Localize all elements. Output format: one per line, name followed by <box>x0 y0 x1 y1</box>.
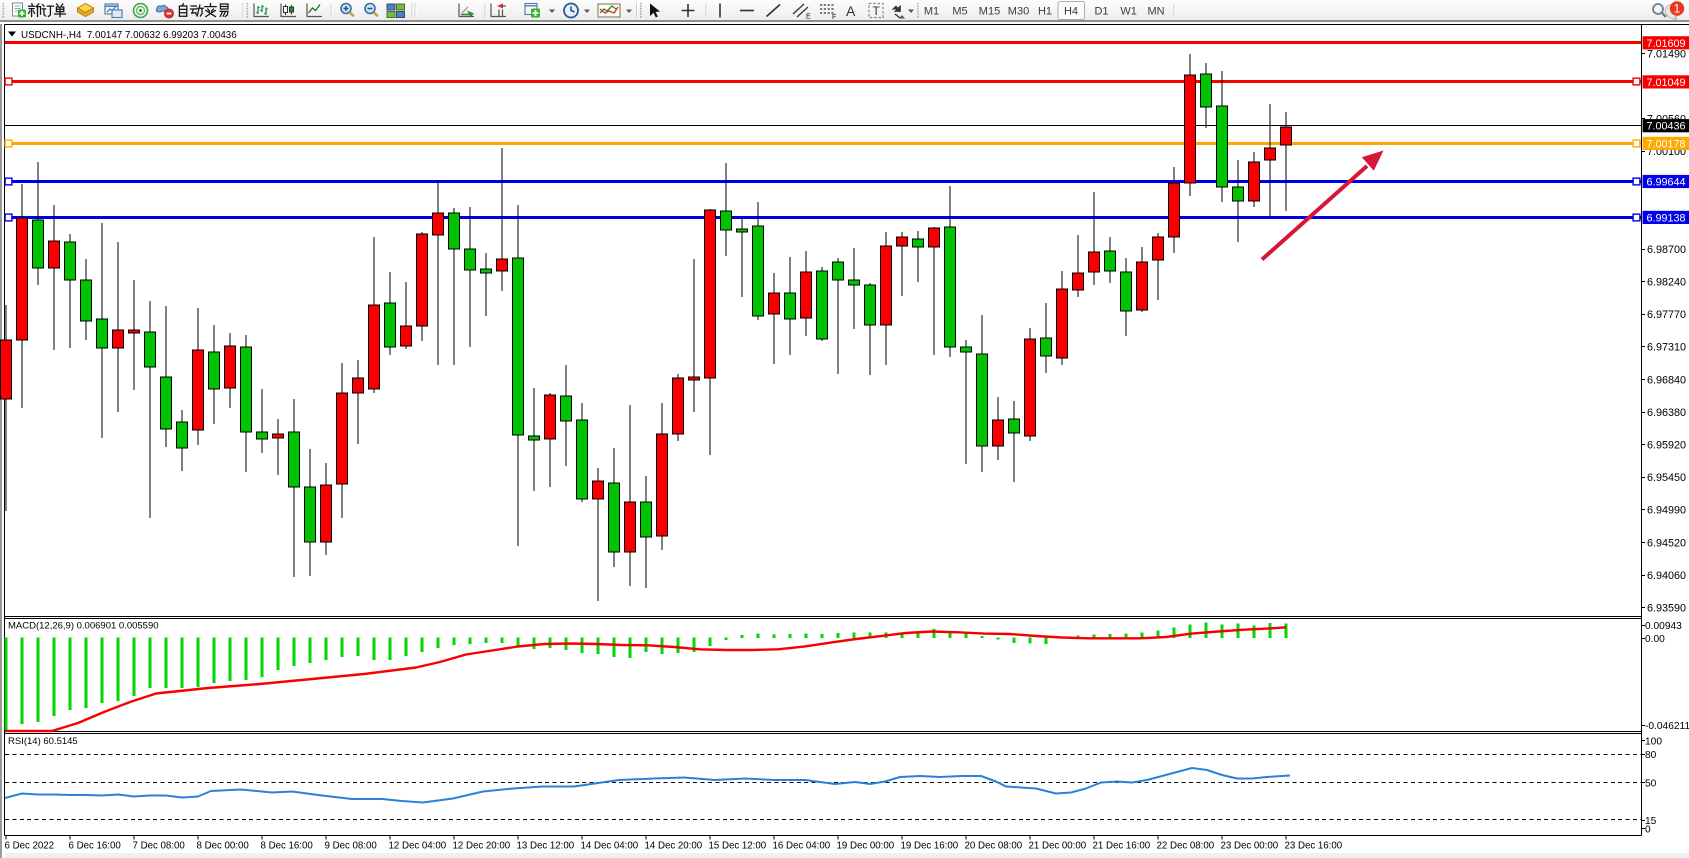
svg-text:0.00943: 0.00943 <box>1645 621 1682 632</box>
svg-text:6.94060: 6.94060 <box>1647 570 1686 582</box>
svg-text:W1: W1 <box>1120 6 1137 18</box>
svg-text:7.01049: 7.01049 <box>1647 77 1686 89</box>
svg-text:6.96840: 6.96840 <box>1647 374 1686 386</box>
svg-text:6.96380: 6.96380 <box>1647 407 1686 419</box>
svg-text:H4: H4 <box>1064 6 1078 18</box>
svg-text:E: E <box>806 14 811 21</box>
svg-text:7.01609: 7.01609 <box>1647 38 1686 50</box>
svg-text:7 Dec 08:00: 7 Dec 08:00 <box>133 841 186 852</box>
svg-text:USDCNH-,H4 7.00147 7.00632 6.: USDCNH-,H4 7.00147 7.00632 6.99203 7.004… <box>21 30 237 41</box>
svg-text:9 Dec 08:00: 9 Dec 08:00 <box>325 841 378 852</box>
svg-text:22 Dec 08:00: 22 Dec 08:00 <box>1157 841 1215 852</box>
svg-text:50: 50 <box>1645 778 1657 789</box>
svg-text:8 Dec 16:00: 8 Dec 16:00 <box>261 841 314 852</box>
svg-text:A: A <box>846 3 856 19</box>
svg-text:80: 80 <box>1645 750 1657 761</box>
svg-text:7.00178: 7.00178 <box>1647 138 1686 150</box>
svg-text:6 Dec 16:00: 6 Dec 16:00 <box>69 841 122 852</box>
svg-text:M5: M5 <box>952 6 967 18</box>
svg-text:0.00: 0.00 <box>1645 634 1665 645</box>
svg-text:19 Dec 00:00: 19 Dec 00:00 <box>837 841 895 852</box>
svg-text:8 Dec 00:00: 8 Dec 00:00 <box>197 841 250 852</box>
svg-text:14 Dec 20:00: 14 Dec 20:00 <box>645 841 703 852</box>
svg-text:MACD(12,26,9) 0.006901 0.00559: MACD(12,26,9) 0.006901 0.005590 <box>8 621 159 632</box>
svg-text:21 Dec 00:00: 21 Dec 00:00 <box>1029 841 1087 852</box>
svg-text:6 Dec 2022: 6 Dec 2022 <box>5 841 55 852</box>
svg-text:6.94990: 6.94990 <box>1647 505 1686 517</box>
svg-text:RSI(14) 60.5145: RSI(14) 60.5145 <box>8 736 78 747</box>
svg-text:14 Dec 04:00: 14 Dec 04:00 <box>581 841 639 852</box>
svg-text:23 Dec 16:00: 23 Dec 16:00 <box>1285 841 1343 852</box>
svg-text:0: 0 <box>1645 824 1651 835</box>
svg-text:21 Dec 16:00: 21 Dec 16:00 <box>1093 841 1151 852</box>
svg-text:7.01490: 7.01490 <box>1647 48 1686 60</box>
svg-text:-0.046211: -0.046211 <box>1645 721 1689 732</box>
svg-text:13 Dec 12:00: 13 Dec 12:00 <box>517 841 575 852</box>
svg-text:6.98700: 6.98700 <box>1647 244 1686 256</box>
svg-text:6.99138: 6.99138 <box>1647 212 1686 224</box>
svg-text:M15: M15 <box>979 6 1000 18</box>
svg-text:23 Dec 00:00: 23 Dec 00:00 <box>1221 841 1279 852</box>
svg-text:100: 100 <box>1645 736 1662 747</box>
svg-text:1: 1 <box>1674 4 1680 16</box>
svg-text:6.97310: 6.97310 <box>1647 342 1686 354</box>
svg-text:19 Dec 16:00: 19 Dec 16:00 <box>901 841 959 852</box>
svg-text:6.93590: 6.93590 <box>1647 603 1686 615</box>
svg-text:12 Dec 20:00: 12 Dec 20:00 <box>453 841 511 852</box>
svg-text:20 Dec 08:00: 20 Dec 08:00 <box>965 841 1023 852</box>
svg-text:6.95920: 6.95920 <box>1647 440 1686 452</box>
svg-text:M30: M30 <box>1008 6 1029 18</box>
svg-text:MN: MN <box>1147 6 1164 18</box>
svg-text:7.00436: 7.00436 <box>1647 121 1686 133</box>
svg-text:D1: D1 <box>1094 6 1108 18</box>
svg-text:H1: H1 <box>1038 6 1052 18</box>
svg-text:F: F <box>832 14 836 21</box>
svg-text:M1: M1 <box>924 6 939 18</box>
svg-text:6.95450: 6.95450 <box>1647 472 1686 484</box>
svg-text:15 Dec 12:00: 15 Dec 12:00 <box>709 841 767 852</box>
svg-text:6.98240: 6.98240 <box>1647 277 1686 289</box>
svg-text:6.97770: 6.97770 <box>1647 309 1686 321</box>
svg-text:16 Dec 04:00: 16 Dec 04:00 <box>773 841 831 852</box>
svg-text:15: 15 <box>1645 816 1657 827</box>
svg-text:6.94520: 6.94520 <box>1647 537 1686 549</box>
svg-text:12 Dec 04:00: 12 Dec 04:00 <box>389 841 447 852</box>
svg-text:6.99644: 6.99644 <box>1647 177 1686 189</box>
svg-text:T: T <box>873 4 881 18</box>
